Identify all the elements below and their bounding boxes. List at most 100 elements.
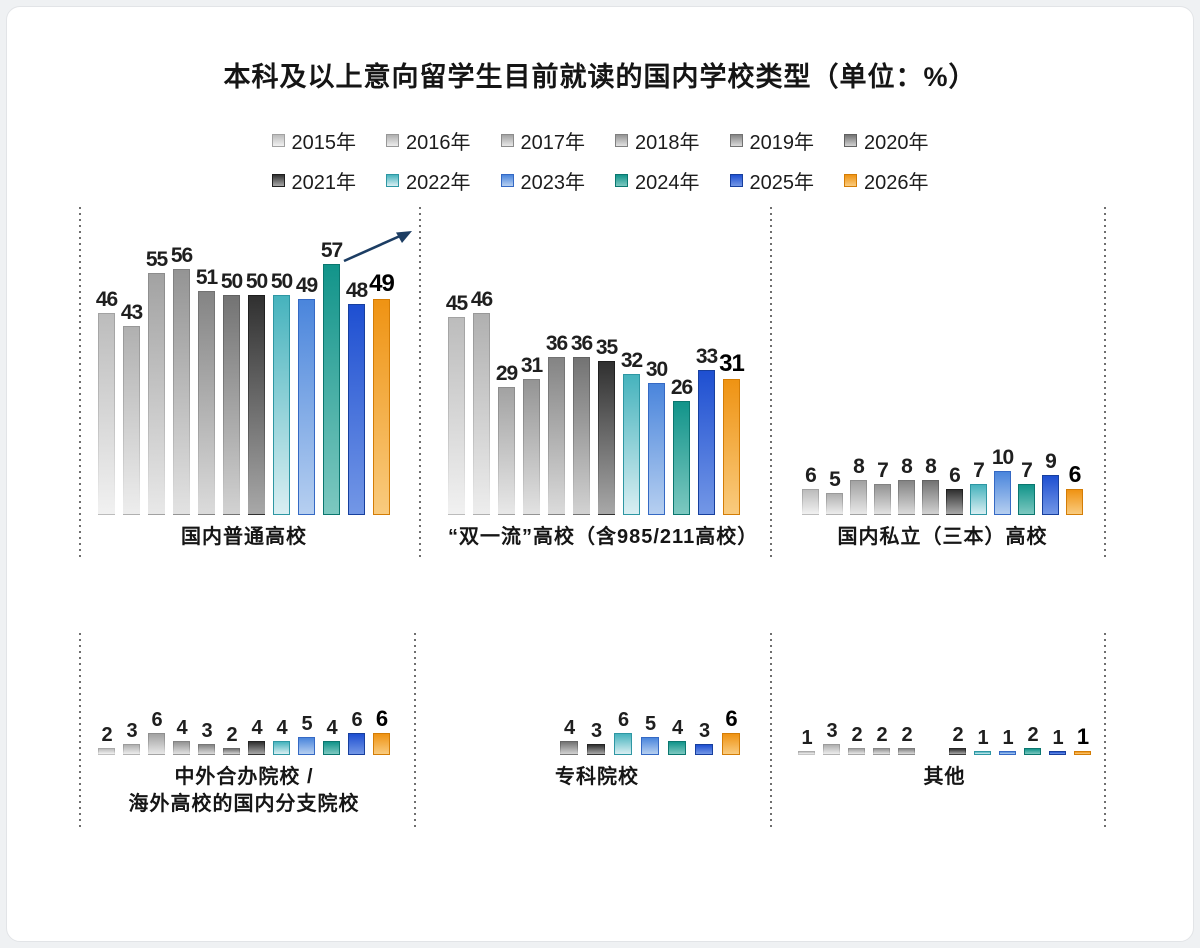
bar-value-label: 1 [977,727,988,749]
bar [994,471,1011,515]
group-caption: 其他 [798,764,1091,791]
bar-value-label: 4 [251,717,262,739]
bar [523,379,540,515]
bar [802,489,819,515]
bar-2023: 1 [999,728,1016,755]
bar-value-label: 48 [345,279,368,302]
bar-value-label: 6 [617,709,629,731]
bar-value-label: 8 [901,455,913,478]
bar [673,401,690,515]
group-caption-line: 国内普通高校 [181,526,307,548]
bar [898,748,915,755]
legend-swatch [386,134,399,147]
bar [148,273,165,515]
bar-value-label: 6 [805,464,817,487]
bar-2024: 7 [1018,460,1035,515]
bar-2026: 49 [369,272,395,515]
bar-value-label: 46 [95,288,118,311]
bar [1066,489,1083,515]
bar [798,751,815,755]
bar-2025: 9 [1042,451,1059,515]
bar-value-label: 6 [725,706,737,731]
bar-value-label: 50 [245,270,268,293]
bar-value-label: 46 [470,288,493,311]
bar [273,741,290,755]
bar-2018: 56 [171,245,193,515]
bar-value-label: 2 [876,724,887,746]
bar [548,357,565,515]
bar-value-label: 33 [695,345,718,368]
legend-swatch [386,174,399,187]
bar-2023: 5 [641,714,659,755]
bar-value-label: 2 [952,724,963,746]
bar [323,264,340,515]
bar-2022: 1 [974,728,991,755]
legend-item-2025: 2025年 [729,166,814,195]
bar-2016: 3 [123,721,140,755]
legend-swatch [729,134,743,147]
legend-item-2020: 2020年 [844,126,929,155]
bar-value-label: 32 [620,349,643,372]
bar-2015: 1 [798,728,815,755]
chart-group-domestic-regular: 46 43 55 56 51 50 50 50 49 57 48 49 国内普通高校 [95,210,395,551]
bar-value-label: 6 [375,706,388,731]
bar-2022: 6 [614,710,632,755]
bar [448,317,465,515]
bar [98,748,115,755]
bar-value-label: 49 [369,270,395,297]
bar [373,299,390,515]
bar-2020: 36 [571,333,593,515]
bar-2024: 26 [671,377,693,515]
bar [898,480,915,515]
separator-line [770,633,772,829]
bar-value-label: 7 [973,459,985,482]
group-caption-line: “双一流”高校（含985/211高校） [448,526,759,548]
group-caption-line: 国内私立（三本）高校 [837,526,1048,548]
legend-label: 2017年 [520,132,586,154]
bar-2021: 6 [946,465,963,515]
bar-value-label: 8 [853,455,865,478]
legend-swatch [500,174,514,187]
bars-row: 6 5 8 7 8 8 6 7 10 7 9 6 [802,210,1083,515]
bar-value-label: 45 [445,292,468,315]
bar-2020: 8 [922,456,939,515]
legend-label: 2015年 [291,132,357,154]
bar [198,291,215,515]
bar-2021: 2 [949,725,966,755]
bar [873,748,890,755]
bar [1024,748,1041,755]
chart-title: 本科及以上意向留学生目前就读的国内学校类型（单位：%） [223,62,977,92]
bar-value-label: 6 [351,709,362,731]
bar [823,744,840,755]
bar [298,737,315,755]
bar [1074,751,1091,755]
bar [198,744,215,755]
bar-2025: 3 [695,721,713,755]
bar-value-label: 10 [991,446,1014,469]
chart-group-vocational: 4 3 6 5 4 3 6 专科院校 [555,660,740,791]
chart-group-double-first-class: 45 46 29 31 36 36 35 32 30 26 33 31 “双一流”高校（含985/211… [445,210,758,551]
bar-value-label: 49 [295,274,318,297]
bar-2025: 1 [1049,728,1066,755]
legend-swatch [500,134,514,147]
bar-value-label: 6 [1068,461,1082,487]
bar-value-label: 8 [925,455,937,478]
group-caption-line: 专科院校 [555,766,639,788]
bar-value-label: 7 [1021,459,1033,482]
legend-swatch [844,174,857,187]
bar [298,299,315,515]
bar-value-label: 1 [1076,724,1089,749]
bar-value-label: 43 [120,301,143,324]
bar [826,493,843,515]
bar-2015: 46 [95,288,118,515]
legend-item-2023: 2023年 [500,166,585,195]
legend-item-2017: 2017年 [500,126,586,155]
bar [1049,751,1066,755]
bar-value-label: 51 [195,266,218,289]
bar-2018: 2 [873,725,890,755]
group-caption: “双一流”高校（含985/211高校） [448,524,758,551]
bar [223,748,240,755]
bar-2018: 4 [173,718,190,755]
legend-swatch [729,174,743,187]
